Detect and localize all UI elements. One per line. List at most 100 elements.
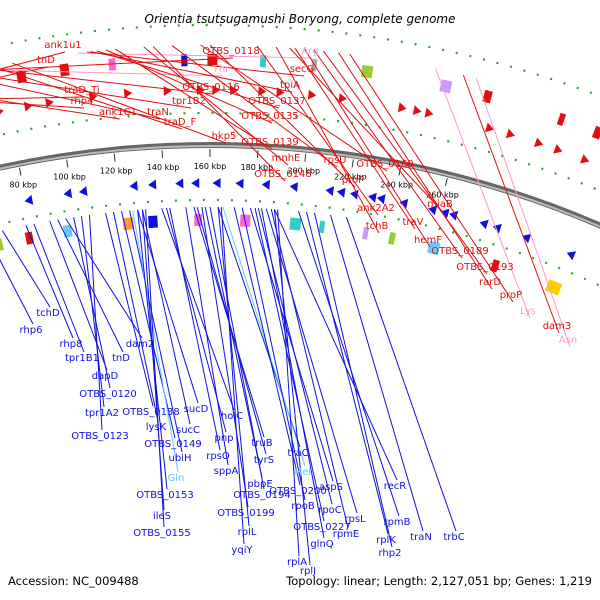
gene-label: tnD [37, 55, 55, 66]
tick-label: 100 kbp [53, 172, 86, 181]
leader-line [345, 216, 457, 532]
leader-line [298, 211, 400, 517]
gene-label: ubiH [169, 453, 192, 464]
reverse-gene [376, 194, 386, 205]
leader-line [338, 52, 493, 290]
topology-label: Topology: linear; Length: 2,127,051 bp; … [285, 574, 592, 588]
leader-line [256, 45, 379, 216]
leader-line [304, 48, 431, 248]
leader-line [169, 207, 221, 451]
forward-gene [258, 86, 267, 97]
leader-line [145, 209, 165, 528]
reverse-gene [129, 180, 138, 191]
leader-line [201, 206, 249, 508]
forward-gene [88, 92, 98, 102]
feature-block [0, 238, 4, 253]
gene-label: OTBS_0194 [233, 490, 290, 501]
gene-label: OTBS_0149 [144, 439, 201, 450]
gene-label: hemF [414, 235, 442, 246]
reverse-gene [212, 178, 221, 189]
leader-line [33, 223, 85, 353]
tick-mark [66, 159, 69, 168]
tick-label: 240 kbp [380, 180, 413, 189]
reverse-gene [522, 233, 532, 244]
reverse-gene [368, 192, 377, 203]
forward-gene [0, 109, 4, 115]
leader-line [220, 207, 245, 545]
gene-label: tpr1A2 [85, 408, 119, 419]
leader-line [233, 207, 301, 486]
feature-block [207, 53, 218, 67]
gene-label: tpiA [280, 80, 300, 91]
feature-block [318, 220, 326, 234]
feature-block [362, 227, 370, 240]
leader-line [137, 209, 199, 404]
gene-label: traC [287, 448, 308, 459]
gene-label: rarD [479, 277, 501, 288]
reverse-gene [191, 178, 200, 189]
gene-label: rpoC [318, 505, 342, 516]
tick-mark [113, 153, 116, 162]
gene-label: Asn [559, 335, 577, 346]
gene-label: miaB [427, 199, 453, 210]
gene-label: holC [221, 411, 243, 422]
gene-label: Arg [301, 46, 318, 57]
gene-label: OTBS_0135 [241, 111, 298, 122]
leader-line [294, 48, 416, 230]
gene-label: pnp [214, 433, 233, 444]
gene-label: rpmE [333, 529, 360, 540]
gene-label: rhp4 [71, 96, 94, 107]
leader-line [113, 211, 159, 422]
reverse-gene [479, 219, 489, 230]
gene-label: dam3 [543, 321, 572, 332]
reverse-gene [428, 205, 438, 216]
gene-label: OTBS_0148 [254, 169, 311, 180]
gene-label: ank1u1 [44, 40, 81, 51]
feature-block [490, 259, 501, 273]
forward-gene [505, 128, 515, 139]
leader-line [273, 208, 398, 481]
feature-block [289, 217, 302, 231]
forward-gene [123, 88, 133, 99]
leader-line [0, 259, 34, 325]
gene-label: rplA [287, 557, 307, 568]
leader-line [289, 47, 443, 212]
gene-label: proP [342, 175, 364, 186]
leader-line [0, 77, 192, 109]
gene-label: lysK [146, 422, 167, 433]
gene-label: OTBS_0227 [293, 522, 350, 533]
gene-label: rhp2 [379, 548, 402, 559]
reverse-gene [325, 186, 334, 196]
forward-gene [23, 101, 33, 112]
leader-line [105, 212, 154, 407]
gene-label: OTBS_0138 [122, 407, 179, 418]
gene-label: OTBS_0199 [217, 508, 274, 519]
tick-label: 200 kbp [287, 167, 320, 176]
leader-line [475, 78, 571, 348]
gene-label: OTBS_0160 [356, 159, 413, 170]
gene-label: Thr [212, 64, 230, 75]
leader-line [65, 218, 143, 339]
leader-line [0, 57, 234, 70]
leader-line [77, 52, 313, 59]
gene-label: rpsU [324, 155, 347, 166]
forward-gene [338, 93, 347, 103]
leader-line [96, 50, 280, 109]
feature-block [108, 58, 117, 71]
gene-label: tpr1B1 [65, 353, 99, 364]
feature-block [360, 64, 374, 79]
feature-block [148, 215, 158, 229]
gene-label: traN [410, 532, 432, 543]
leader-line [57, 219, 124, 353]
gene-label: rpsO [206, 451, 230, 462]
leader-line [209, 206, 265, 490]
leader-line [0, 51, 66, 70]
label-leader-lines [0, 44, 571, 566]
dot-tracks [0, 24, 600, 288]
dotted-track-2 [0, 111, 600, 192]
reverse-gene [148, 179, 157, 190]
gene-label: OTBS_0139 [241, 137, 298, 148]
leader-line [105, 49, 273, 124]
